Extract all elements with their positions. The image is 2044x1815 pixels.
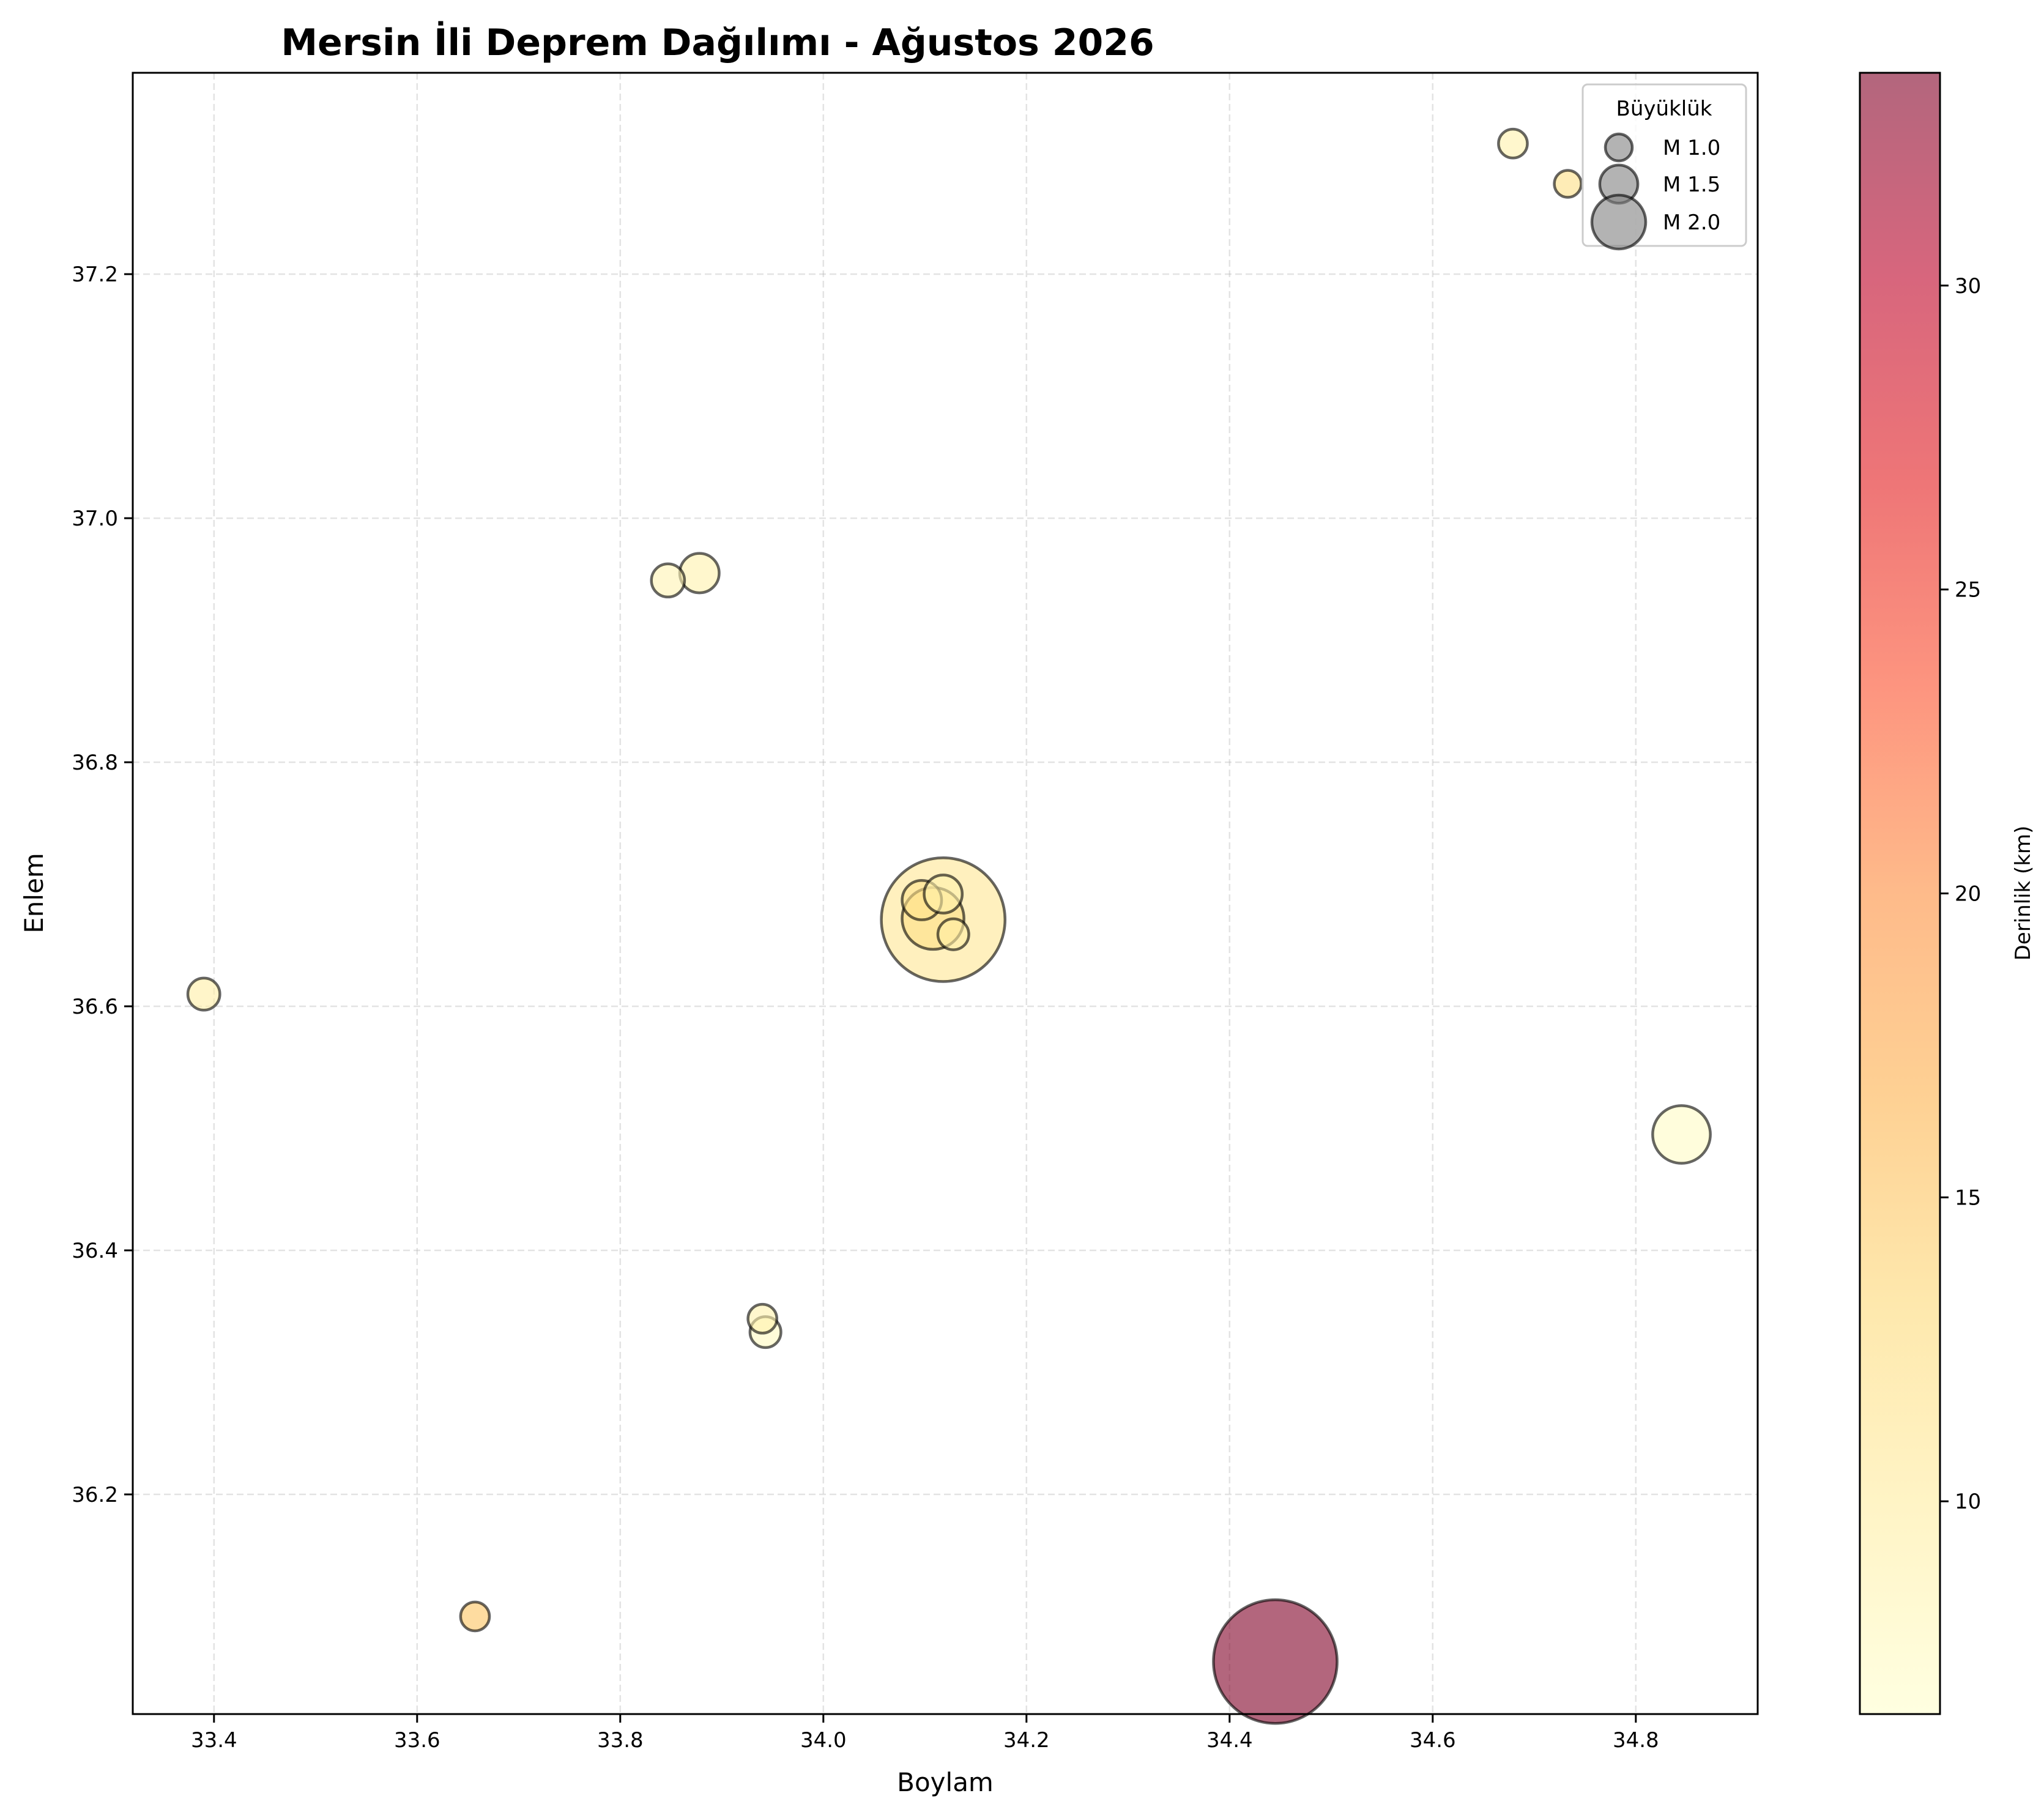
y-tick-label: 36.8: [72, 751, 118, 775]
x-tick-label: 33.8: [597, 1728, 644, 1753]
y-axis-label: Enlem: [19, 853, 49, 933]
earthquake-point: [923, 874, 964, 915]
x-axis-label: Boylam: [897, 1767, 994, 1797]
earthquake-point: [936, 917, 970, 951]
y-tick-label: 36.6: [72, 995, 118, 1019]
colorbar-label: Derinlik (km): [2011, 826, 2035, 961]
plot-frame: [132, 72, 1759, 1715]
x-tick-label: 34.0: [800, 1728, 847, 1753]
legend-marker: [1590, 193, 1648, 251]
earthquake-point: [1497, 127, 1529, 160]
earthquake-point: [746, 1302, 779, 1335]
earthquake-point: [186, 976, 221, 1012]
x-axis-ticks: 33.4 33.6 33.8 34.0 34.2 34.4 34.6 34.8: [191, 1714, 1659, 1753]
chart-title: Mersin İli Deprem Dağılımı - Ağustos 202…: [281, 20, 1154, 64]
y-tick-label: 37.2: [72, 262, 118, 287]
earthquake-point: [1651, 1104, 1712, 1165]
grid-lines: [133, 73, 1758, 1714]
colorbar-tick-label: 20: [1955, 882, 1981, 907]
earthquake-point: [1553, 169, 1583, 199]
x-tick-label: 34.6: [1410, 1728, 1456, 1753]
legend-entry-label: M 2.0: [1663, 210, 1720, 235]
y-tick-label: 36.4: [72, 1239, 118, 1263]
colorbar-ticks: 10 15 20 25 30: [1940, 274, 1981, 1514]
depth-colorbar: 10 15 20 25 30 Derinlik (km): [1859, 72, 2035, 1715]
colorbar-tick-label: 25: [1955, 578, 1981, 603]
legend-entry-label: M 1.0: [1663, 136, 1720, 160]
colorbar-gradient: [1860, 73, 1940, 1714]
earthquake-point: [459, 1600, 491, 1633]
earthquake-point: [678, 552, 721, 595]
earthquake-point: [1212, 1598, 1339, 1725]
x-tick-label: 34.2: [1003, 1728, 1050, 1753]
x-tick-label: 34.4: [1206, 1728, 1253, 1753]
x-tick-label: 33.6: [394, 1728, 440, 1753]
earthquake-points: [186, 127, 1712, 1725]
legend-entry-label: M 1.5: [1663, 173, 1720, 197]
colorbar-tick-label: 30: [1955, 274, 1981, 299]
y-tick-label: 36.2: [72, 1483, 118, 1507]
y-axis-ticks: 36.2 36.4 36.6 36.8 37.0 37.2: [72, 262, 133, 1507]
y-tick-label: 37.0: [72, 507, 118, 531]
x-tick-label: 34.8: [1613, 1728, 1659, 1753]
legend-marker: [1604, 132, 1634, 163]
colorbar-tick-label: 15: [1955, 1186, 1981, 1210]
colorbar-tick-label: 10: [1955, 1490, 1981, 1514]
magnitude-legend: Büyüklük M 1.0 M 1.5 M 2.0: [1581, 83, 1747, 251]
x-tick-label: 33.4: [191, 1728, 237, 1753]
legend-title: Büyüklük: [1616, 97, 1712, 121]
earthquake-point: [650, 562, 686, 599]
